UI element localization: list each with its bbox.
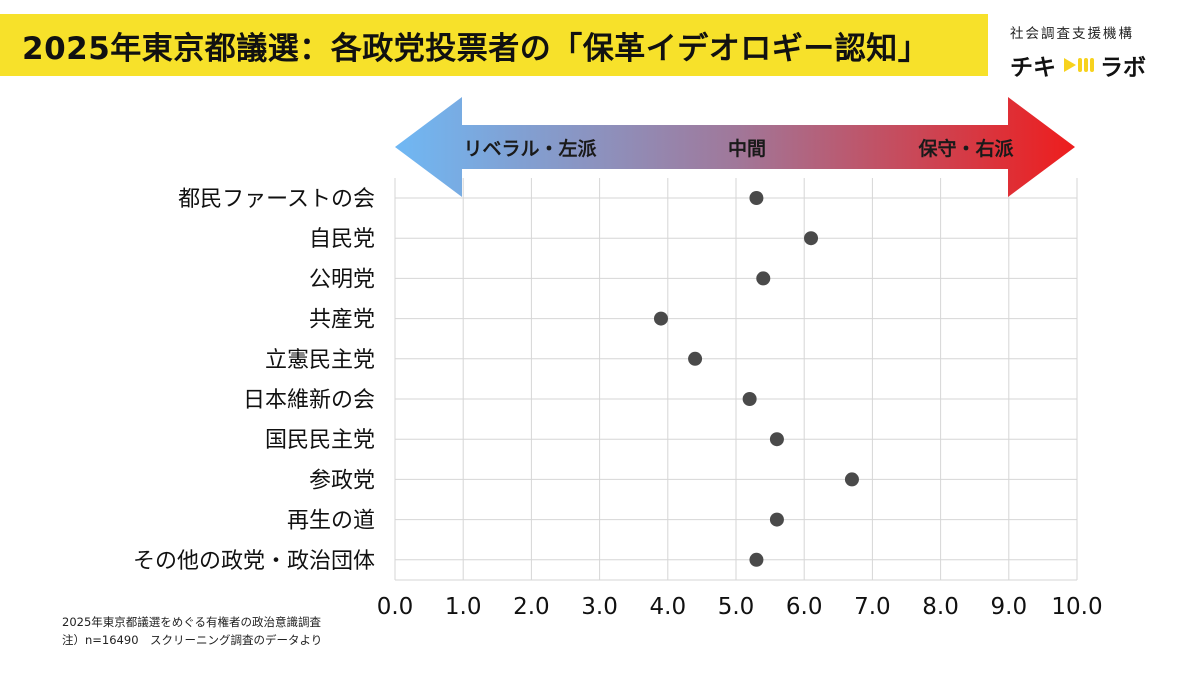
x-tick-label: 0.0 — [377, 594, 414, 620]
category-labels: 都民ファーストの会自民党公明党共産党立憲民主党日本維新の会国民民主党参政党再生の… — [133, 187, 375, 574]
data-point — [653, 311, 668, 326]
x-tick-label: 5.0 — [718, 594, 755, 620]
data-point — [749, 191, 764, 205]
category-label: 共産党 — [309, 308, 375, 333]
data-point — [844, 472, 859, 487]
x-tick-label: 2.0 — [513, 594, 550, 620]
data-point — [769, 432, 784, 447]
logo-org-name: 社会調査支援機構 — [1010, 26, 1134, 42]
category-label: 再生の道 — [287, 509, 375, 534]
x-tick-label: 9.0 — [991, 594, 1028, 620]
x-tick-label: 7.0 — [854, 594, 891, 620]
data-point — [804, 231, 819, 246]
x-tick-label: 4.0 — [650, 594, 687, 620]
category-label: 国民民主党 — [265, 428, 375, 453]
category-label: 公明党 — [309, 267, 375, 292]
logo-name-left: チキ — [1010, 55, 1056, 81]
source-note: 2025年東京都議選をめぐる有権者の政治意識調査 — [62, 615, 322, 629]
x-tick-label: 6.0 — [786, 594, 823, 620]
title-bar: 2025年東京都議選：各政党投票者の「保革イデオロギー認知」 — [0, 14, 988, 76]
data-point — [756, 271, 771, 286]
x-tick-label: 3.0 — [581, 594, 618, 620]
category-label: 立憲民主党 — [265, 348, 375, 373]
category-label: 都民ファーストの会 — [178, 187, 375, 212]
logo: 社会調査支援機構 チキ ラボ — [1010, 22, 1185, 82]
megaphone-icon — [1064, 58, 1094, 72]
spectrum-arrow-shape — [395, 97, 1075, 197]
category-label: 日本維新の会 — [243, 388, 375, 413]
category-label: 自民党 — [309, 227, 375, 252]
spectrum-arrow: リベラル・左派 中間 保守・右派 — [395, 97, 1075, 197]
x-tick-label: 1.0 — [445, 594, 482, 620]
data-point — [688, 351, 703, 366]
category-label: 参政党 — [309, 468, 375, 493]
x-tick-label: 8.0 — [922, 594, 959, 620]
grid — [394, 178, 1078, 581]
logo-name-right: ラボ — [1100, 55, 1146, 81]
data-points — [653, 191, 859, 567]
data-point — [769, 512, 784, 527]
category-label: その他の政党・政治団体 — [133, 549, 375, 574]
spectrum-center-label: 中間 — [728, 137, 766, 160]
data-point — [742, 392, 757, 406]
spectrum-left-label: リベラル・左派 — [463, 137, 597, 160]
sample-note: 注）n=16490 スクリーニング調査のデータより — [62, 633, 323, 647]
x-tick-label: 10.0 — [1051, 594, 1102, 620]
data-point — [749, 552, 764, 567]
spectrum-right-label: 保守・右派 — [917, 137, 1014, 160]
x-tick-labels: 0.0 1.0 2.0 3.0 4.0 5.0 6.0 7.0 8.0 9.0 10.0 — [377, 594, 1103, 620]
logo-wordmark: チキ ラボ — [1010, 48, 1185, 82]
page-title: 2025年東京都議選：各政党投票者の「保革イデオロギー認知」 — [22, 30, 930, 67]
